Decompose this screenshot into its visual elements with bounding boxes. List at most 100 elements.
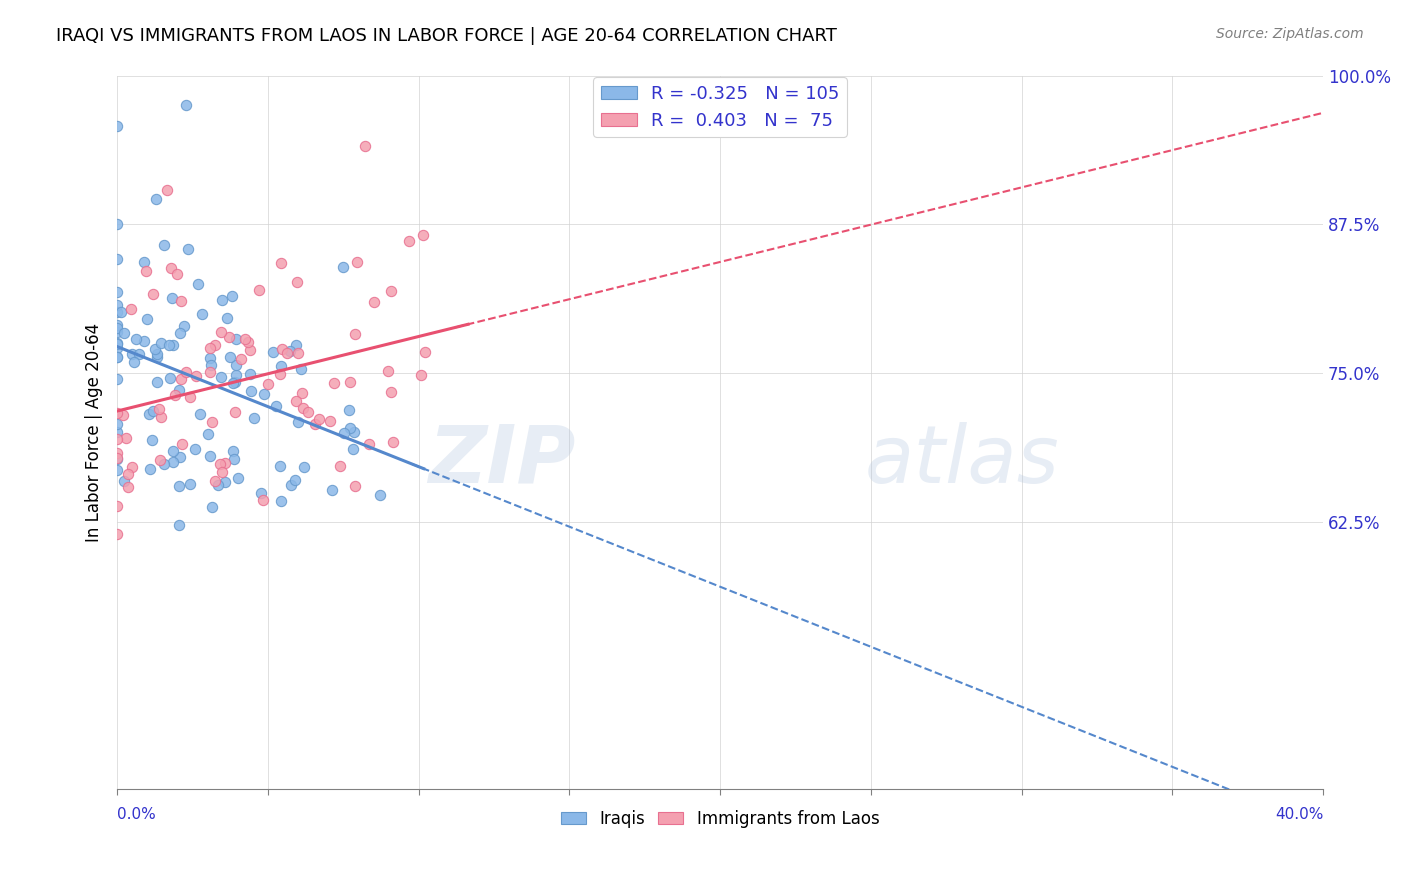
Point — [413, 345, 436, 359]
Point — [257, 376, 280, 391]
Point — [174, 365, 197, 379]
Point — [166, 268, 188, 282]
Point — [179, 477, 201, 491]
Point — [177, 243, 200, 257]
Point — [329, 458, 352, 473]
Point — [105, 450, 128, 465]
Point — [284, 393, 307, 408]
Point — [382, 435, 405, 450]
Point — [167, 478, 190, 492]
Point — [380, 284, 402, 298]
Point — [105, 305, 128, 319]
Point — [304, 417, 326, 432]
Point — [138, 407, 160, 421]
Point — [344, 327, 367, 342]
Point — [308, 411, 330, 425]
Point — [398, 234, 420, 248]
Point — [321, 483, 343, 497]
Point — [343, 479, 366, 493]
Point — [290, 361, 312, 376]
Point — [236, 334, 259, 349]
Point — [343, 425, 366, 440]
Text: IRAQI VS IMMIGRANTS FROM LAOS IN LABOR FORCE | AGE 20-64 CORRELATION CHART: IRAQI VS IMMIGRANTS FROM LAOS IN LABOR F… — [56, 27, 837, 45]
Point — [132, 334, 155, 348]
Point — [105, 371, 128, 385]
Y-axis label: In Labor Force | Age 20-64: In Labor Force | Age 20-64 — [86, 323, 103, 542]
Point — [222, 452, 245, 467]
Point — [105, 406, 128, 420]
Point — [105, 336, 128, 351]
Point — [332, 260, 354, 275]
Point — [136, 311, 159, 326]
Point — [170, 371, 193, 385]
Point — [198, 449, 221, 463]
Point — [214, 475, 236, 490]
Point — [346, 254, 368, 268]
Legend: Iraqis, Immigrants from Laos: Iraqis, Immigrants from Laos — [554, 803, 886, 834]
Point — [139, 461, 162, 475]
Point — [280, 478, 302, 492]
Point — [323, 376, 346, 391]
Point — [128, 347, 150, 361]
Point — [105, 499, 128, 513]
Point — [278, 344, 301, 359]
Point — [105, 298, 128, 312]
Point — [105, 119, 128, 133]
Point — [225, 358, 247, 372]
Point — [184, 369, 207, 384]
Point — [114, 431, 136, 445]
Point — [221, 289, 243, 303]
Text: Source: ZipAtlas.com: Source: ZipAtlas.com — [1216, 27, 1364, 41]
Point — [209, 325, 232, 339]
Point — [146, 350, 169, 364]
Point — [167, 384, 190, 398]
Point — [269, 459, 291, 474]
Point — [141, 433, 163, 447]
Point — [148, 401, 170, 416]
Point — [200, 351, 222, 365]
Point — [201, 500, 224, 514]
Point — [170, 437, 193, 451]
Point — [183, 442, 205, 456]
Point — [287, 346, 309, 360]
Point — [284, 338, 307, 352]
Point — [179, 390, 201, 404]
Point — [125, 332, 148, 346]
Point — [105, 432, 128, 446]
Text: atlas: atlas — [865, 422, 1060, 500]
Point — [105, 463, 128, 477]
Point — [214, 456, 236, 470]
Point — [204, 338, 226, 352]
Point — [211, 465, 233, 479]
Point — [264, 399, 287, 413]
Point — [152, 458, 174, 472]
Text: 0.0%: 0.0% — [117, 807, 156, 822]
Point — [224, 376, 246, 390]
Point — [117, 467, 139, 481]
Point — [249, 486, 271, 500]
Point — [270, 359, 292, 373]
Point — [105, 336, 128, 351]
Point — [105, 425, 128, 439]
Point — [339, 421, 361, 435]
Point — [222, 376, 245, 391]
Point — [240, 384, 263, 398]
Point — [342, 442, 364, 457]
Point — [122, 355, 145, 369]
Point — [105, 417, 128, 431]
Point — [380, 385, 402, 400]
Point — [211, 293, 233, 308]
Point — [238, 367, 260, 381]
Point — [105, 320, 128, 334]
Point — [145, 375, 167, 389]
Point — [225, 332, 247, 346]
Point — [253, 387, 276, 401]
Point — [159, 261, 181, 276]
Point — [169, 326, 191, 340]
Point — [174, 98, 197, 112]
Text: 40.0%: 40.0% — [1275, 807, 1323, 822]
Point — [292, 401, 315, 415]
Point — [120, 301, 142, 316]
Point — [285, 275, 308, 289]
Point — [188, 407, 211, 421]
